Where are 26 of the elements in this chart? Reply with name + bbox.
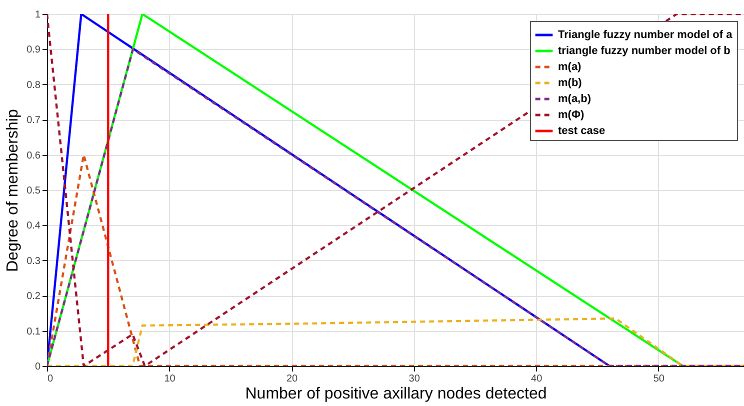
x-tick-label: 40 bbox=[531, 374, 543, 384]
x-axis-title: Number of positive axillary nodes detected bbox=[245, 386, 547, 402]
y-tick-label: 0 bbox=[34, 362, 41, 372]
x-tick-label: 10 bbox=[164, 374, 176, 384]
y-tick-label: 0.2 bbox=[26, 291, 41, 302]
y-tick-label: 0.9 bbox=[26, 44, 41, 56]
x-tick-label: 0 bbox=[48, 374, 54, 384]
y-tick-label: 0.1 bbox=[26, 326, 41, 338]
x-tick-label: 20 bbox=[286, 374, 298, 384]
y-tick-label: 0.6 bbox=[26, 150, 41, 162]
x-tick-label: 30 bbox=[408, 374, 420, 384]
legend-label: m(Φ) bbox=[558, 109, 584, 121]
legend-label: m(a) bbox=[558, 61, 582, 73]
y-tick-label: 0.4 bbox=[26, 220, 41, 232]
y-tick-label: 0.5 bbox=[26, 186, 41, 196]
y-tick-label: 0.7 bbox=[26, 115, 41, 126]
legend-label: Triangle fuzzy number model of a bbox=[558, 29, 734, 41]
y-tick-label: 0.8 bbox=[26, 80, 41, 91]
y-tick-label: 0.3 bbox=[26, 256, 41, 267]
y-tick-label: 1 bbox=[34, 10, 41, 20]
y-axis-title: Degree of membership bbox=[4, 109, 22, 272]
legend-label: triangle fuzzy number model of b bbox=[558, 45, 731, 57]
legend-label: test case bbox=[558, 125, 606, 137]
legend-label: m(a,b) bbox=[558, 93, 592, 105]
x-tick-label: 50 bbox=[653, 374, 665, 384]
legend-label: m(b) bbox=[558, 77, 582, 89]
